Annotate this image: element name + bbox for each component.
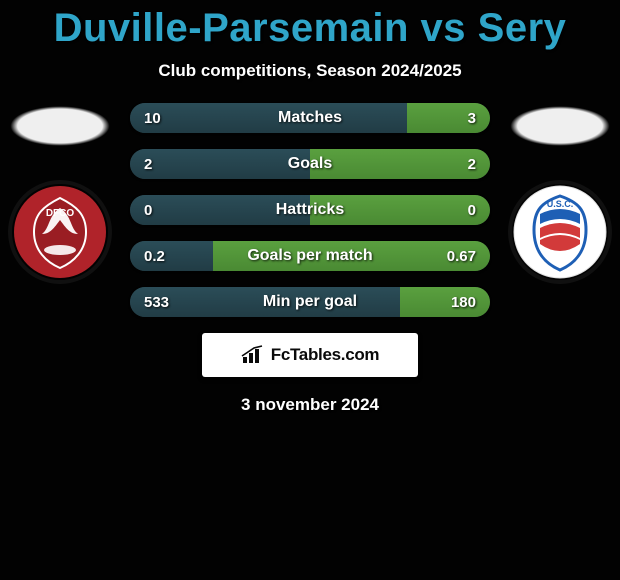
stat-right-fill <box>213 241 490 271</box>
footer-brand-badge: FcTables.com <box>202 333 418 377</box>
right-player-silhouette <box>510 106 610 146</box>
svg-text:U.S.C.: U.S.C. <box>547 199 574 209</box>
stat-row: 22Goals <box>130 149 490 179</box>
date-text: 3 november 2024 <box>0 395 620 415</box>
stat-left-fill <box>130 241 213 271</box>
stat-left-fill <box>130 103 407 133</box>
left-club-badge: DFCO <box>12 184 108 280</box>
left-player-silhouette <box>10 106 110 146</box>
right-club-badge: U.S.C. <box>512 184 608 280</box>
footer-brand-text: FcTables.com <box>271 345 380 365</box>
stat-row: 00Hattricks <box>130 195 490 225</box>
stat-left-fill <box>130 287 400 317</box>
right-player-column: U.S.C. <box>500 101 620 280</box>
right-club-badge-svg: U.S.C. <box>512 184 608 280</box>
stat-row: 0.20.67Goals per match <box>130 241 490 271</box>
stat-row: 103Matches <box>130 103 490 133</box>
stat-right-fill <box>310 149 490 179</box>
stats-bars: 103Matches 22Goals 00Hattricks 0.20.67Goals… <box>130 101 490 317</box>
left-club-badge-svg: DFCO <box>12 184 108 280</box>
stat-left-fill <box>130 195 310 225</box>
comparison-panel: DFCO U.S.C. 103Matches 22Goals 00Hattricks… <box>0 101 620 415</box>
stat-right-fill <box>400 287 490 317</box>
stat-right-fill <box>310 195 490 225</box>
stat-right-fill <box>407 103 490 133</box>
svg-text:DFCO: DFCO <box>46 208 75 219</box>
page-title: Duville-Parsemain vs Sery <box>0 0 620 51</box>
page-subtitle: Club competitions, Season 2024/2025 <box>0 61 620 81</box>
stat-row: 533180Min per goal <box>130 287 490 317</box>
bar-chart-icon <box>241 345 265 365</box>
left-player-column: DFCO <box>0 101 120 280</box>
stat-left-fill <box>130 149 310 179</box>
